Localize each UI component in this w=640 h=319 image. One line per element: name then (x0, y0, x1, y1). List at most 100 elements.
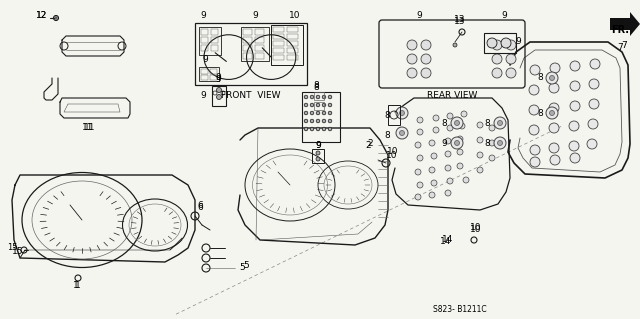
Text: 9: 9 (200, 11, 206, 19)
Circle shape (454, 121, 460, 125)
Bar (287, 27, 298, 32)
Bar (314, 102, 324, 110)
Circle shape (457, 163, 463, 169)
Bar (273, 55, 284, 60)
Circle shape (501, 38, 511, 48)
Circle shape (310, 95, 314, 99)
Circle shape (550, 76, 554, 80)
Text: 6: 6 (197, 204, 203, 212)
Bar (201, 45, 208, 51)
Text: 11: 11 (83, 123, 93, 132)
Text: 9: 9 (215, 76, 221, 85)
Circle shape (477, 122, 483, 128)
Circle shape (322, 111, 326, 115)
Circle shape (590, 59, 600, 69)
Circle shape (417, 182, 423, 188)
Circle shape (431, 153, 437, 159)
Text: 10: 10 (470, 224, 482, 233)
Bar (241, 27, 269, 61)
Text: 9: 9 (315, 140, 321, 150)
Circle shape (487, 38, 497, 48)
Text: 15: 15 (12, 248, 24, 256)
Bar (255, 53, 264, 59)
Circle shape (310, 103, 314, 107)
Circle shape (328, 95, 332, 99)
Text: 2: 2 (367, 138, 373, 147)
Circle shape (477, 152, 483, 158)
Circle shape (322, 119, 326, 123)
Bar (211, 45, 218, 51)
Bar (273, 41, 284, 46)
Circle shape (546, 107, 558, 119)
Text: 10: 10 (289, 11, 301, 19)
Circle shape (453, 43, 457, 47)
Circle shape (457, 149, 463, 155)
Bar (302, 92, 340, 142)
Circle shape (570, 81, 580, 91)
Text: 9: 9 (501, 11, 507, 19)
Circle shape (529, 105, 539, 115)
Circle shape (415, 169, 421, 175)
Text: 9: 9 (441, 138, 447, 147)
Text: 10: 10 (387, 151, 397, 160)
Text: 8: 8 (484, 118, 490, 128)
Circle shape (492, 54, 502, 64)
Bar (287, 41, 298, 46)
Bar (312, 149, 324, 163)
Text: 8: 8 (537, 108, 543, 117)
Circle shape (328, 119, 332, 123)
Circle shape (304, 95, 308, 99)
Circle shape (417, 155, 423, 161)
Text: 8: 8 (384, 130, 390, 139)
Circle shape (316, 103, 320, 107)
Bar (201, 69, 208, 74)
Bar (210, 75, 217, 80)
Circle shape (316, 119, 320, 123)
Circle shape (447, 178, 453, 184)
Circle shape (447, 113, 453, 119)
Circle shape (506, 68, 516, 78)
Circle shape (445, 165, 451, 171)
Text: 13: 13 (454, 18, 466, 26)
Circle shape (570, 61, 580, 71)
Circle shape (506, 54, 516, 64)
Circle shape (316, 151, 320, 155)
Text: 13: 13 (454, 16, 466, 25)
Bar (243, 53, 252, 59)
Bar (271, 25, 303, 65)
Text: 8: 8 (384, 110, 390, 120)
Circle shape (549, 143, 559, 153)
Bar (287, 55, 298, 60)
Text: 12: 12 (36, 11, 48, 20)
Bar (273, 27, 284, 32)
Text: 8: 8 (313, 81, 319, 91)
Bar (484, 33, 516, 53)
Circle shape (477, 167, 483, 173)
Circle shape (316, 157, 320, 161)
Text: 9: 9 (416, 11, 422, 19)
Circle shape (415, 194, 421, 200)
Circle shape (549, 103, 559, 113)
Text: 9: 9 (215, 73, 221, 83)
Circle shape (570, 153, 580, 163)
Text: REAR VIEW: REAR VIEW (427, 91, 477, 100)
Text: 6: 6 (197, 201, 203, 210)
Text: 1: 1 (75, 280, 81, 290)
Circle shape (417, 129, 423, 135)
Text: 1: 1 (73, 280, 79, 290)
Circle shape (396, 107, 408, 119)
Text: 9: 9 (200, 91, 206, 100)
Bar (287, 48, 298, 53)
Circle shape (489, 140, 495, 146)
Text: 8: 8 (313, 84, 319, 93)
Text: 9: 9 (515, 36, 521, 46)
Text: 7: 7 (617, 43, 623, 53)
Bar (243, 29, 252, 35)
Circle shape (489, 155, 495, 161)
Circle shape (328, 111, 332, 115)
Bar (243, 37, 252, 43)
Circle shape (433, 127, 439, 133)
Bar (287, 34, 298, 39)
Bar (212, 86, 226, 106)
Circle shape (494, 117, 506, 129)
